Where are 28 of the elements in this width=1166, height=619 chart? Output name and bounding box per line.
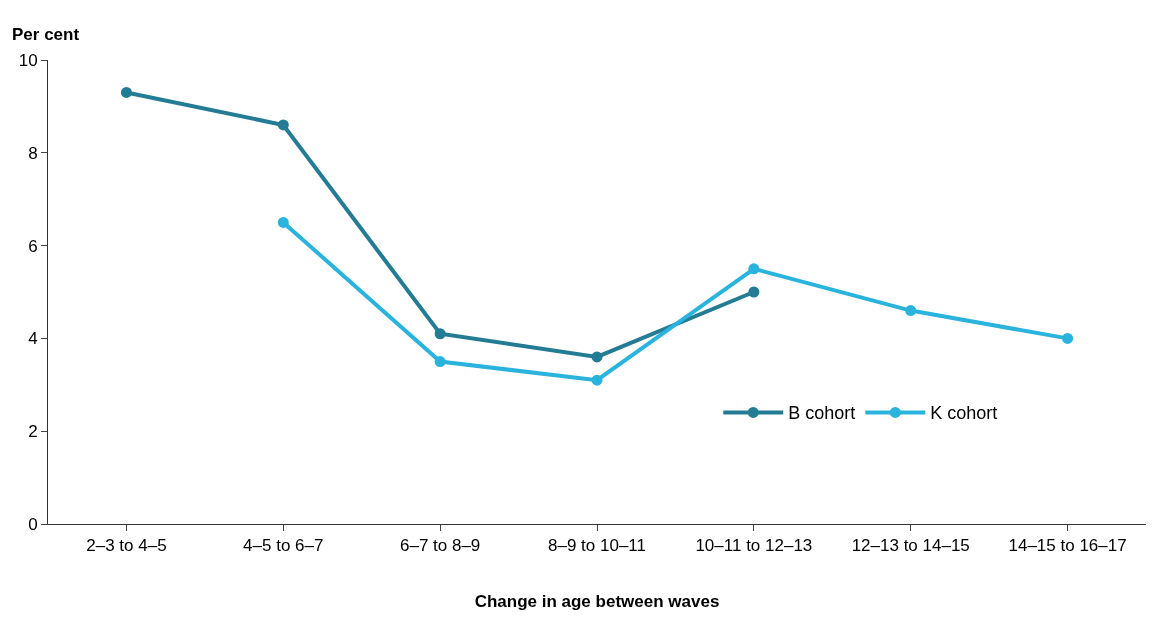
x-tick-label: 8–9 to 10–11 (548, 536, 646, 556)
x-tick-label: 4–5 to 6–7 (243, 536, 324, 556)
point (591, 374, 603, 386)
y-tick-label: 0 (28, 514, 38, 534)
y-tick-label: 6 (28, 236, 38, 256)
point (434, 356, 446, 368)
point (1062, 332, 1074, 344)
x-axis-title: Change in age between waves (474, 591, 720, 611)
x-tick-label: 10–11 to 12–13 (695, 536, 813, 556)
point (905, 305, 917, 317)
point (277, 216, 289, 228)
point (748, 263, 760, 275)
point (277, 119, 289, 131)
point (591, 351, 603, 363)
y-tick-label: 4 (28, 329, 38, 349)
y-tick-label: 2 (28, 422, 38, 442)
legend-label: B cohort (788, 403, 856, 424)
legend-label: K cohort (930, 403, 998, 424)
y-tick-label: 8 (28, 143, 38, 163)
point (748, 286, 760, 298)
y-axis-title: Per cent (12, 25, 80, 44)
x-tick-label: 2–3 to 4–5 (86, 536, 167, 556)
y-tick-label: 10 (18, 50, 38, 70)
x-tick-label: 12–13 to 14–15 (851, 536, 970, 556)
x-tick-label: 6–7 to 8–9 (399, 536, 481, 556)
point (120, 86, 132, 98)
point (434, 328, 446, 340)
x-tick-label: 14–15 to 16–17 (1008, 536, 1127, 556)
